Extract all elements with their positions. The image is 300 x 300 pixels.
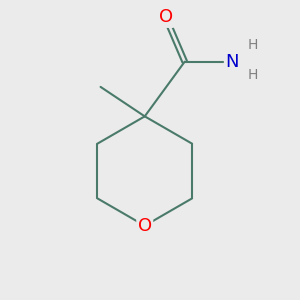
Text: H: H: [248, 68, 258, 82]
Text: H: H: [248, 38, 258, 52]
Text: O: O: [159, 8, 173, 26]
Text: N: N: [225, 53, 239, 71]
Text: O: O: [138, 217, 152, 235]
